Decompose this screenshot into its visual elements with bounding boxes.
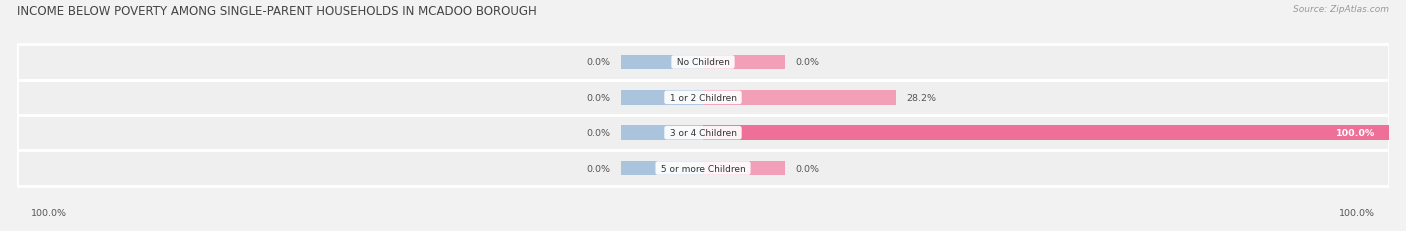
Text: 0.0%: 0.0% bbox=[586, 164, 610, 173]
Text: 1 or 2 Children: 1 or 2 Children bbox=[666, 93, 740, 102]
Bar bbox=[620, 55, 703, 70]
Bar bbox=[17, 80, 1389, 116]
Text: 28.2%: 28.2% bbox=[907, 93, 936, 102]
Bar bbox=[17, 45, 1389, 80]
Text: No Children: No Children bbox=[673, 58, 733, 67]
Text: 0.0%: 0.0% bbox=[586, 58, 610, 67]
Text: 5 or more Children: 5 or more Children bbox=[658, 164, 748, 173]
Text: 0.0%: 0.0% bbox=[796, 164, 820, 173]
Text: 100.0%: 100.0% bbox=[31, 208, 67, 217]
Bar bbox=[703, 55, 786, 70]
Bar bbox=[703, 91, 897, 105]
Bar bbox=[620, 161, 703, 176]
Text: 100.0%: 100.0% bbox=[1339, 208, 1375, 217]
Bar bbox=[620, 126, 703, 140]
Bar bbox=[703, 126, 1389, 140]
Text: 0.0%: 0.0% bbox=[796, 58, 820, 67]
Bar bbox=[620, 91, 703, 105]
Text: 100.0%: 100.0% bbox=[1336, 129, 1375, 138]
Bar bbox=[703, 161, 786, 176]
Text: 0.0%: 0.0% bbox=[586, 129, 610, 138]
Text: 0.0%: 0.0% bbox=[586, 93, 610, 102]
Bar bbox=[17, 116, 1389, 151]
Text: 3 or 4 Children: 3 or 4 Children bbox=[666, 129, 740, 138]
Text: INCOME BELOW POVERTY AMONG SINGLE-PARENT HOUSEHOLDS IN MCADOO BOROUGH: INCOME BELOW POVERTY AMONG SINGLE-PARENT… bbox=[17, 5, 537, 18]
Text: Source: ZipAtlas.com: Source: ZipAtlas.com bbox=[1294, 5, 1389, 14]
Bar bbox=[17, 151, 1389, 186]
